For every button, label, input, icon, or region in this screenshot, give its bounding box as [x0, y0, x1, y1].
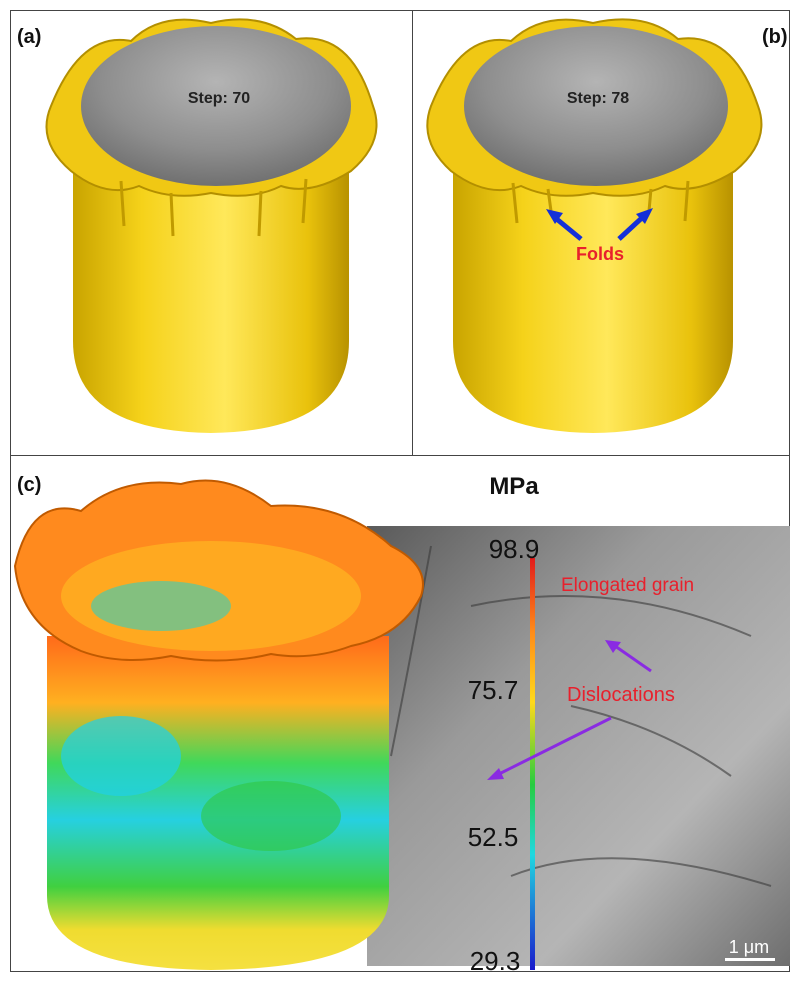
colorbar-tick-3: 29.3 [470, 946, 521, 972]
panel-a-cup-render: Step: 70 [45, 18, 378, 433]
panel-a-label: (a) [17, 26, 42, 48]
scale-bar-label: 1 μm [729, 937, 769, 957]
colorbar-tick-0: 98.9 [489, 534, 540, 564]
figure-frame [10, 10, 790, 972]
colorbar-tick-2: 52.5 [468, 822, 519, 852]
punch-head [81, 26, 351, 186]
dislocation-arrow-upper [614, 644, 652, 673]
scale-bar [725, 958, 775, 961]
tem-micrograph [367, 526, 790, 966]
colorbar-tick-1: 75.7 [468, 675, 519, 705]
panel-b-cup-render: Step: 78 Folds [426, 18, 763, 433]
panel-b-label: (b) [762, 26, 788, 48]
elongated-grain-label: Elongated grain [561, 575, 694, 596]
stress-colorbar [530, 558, 535, 970]
punch-head [464, 26, 728, 186]
unit-label: MPa [489, 473, 539, 500]
panel-divider-horizontal [10, 455, 790, 456]
panel-divider-vertical [412, 10, 413, 456]
panel-c-label: (c) [17, 474, 42, 496]
panel-c-figure: MPa 98.9 75.7 52.5 29.3 Elongated grain … [13, 473, 790, 972]
dislocation-arrow-lower [498, 716, 612, 776]
cup-body [453, 161, 733, 433]
folds-label: Folds [576, 244, 624, 264]
dislocations-label: Dislocations [567, 684, 675, 706]
step-label: Step: 70 [188, 90, 250, 107]
cup-body [73, 161, 349, 433]
step-label: Step: 78 [567, 90, 629, 107]
